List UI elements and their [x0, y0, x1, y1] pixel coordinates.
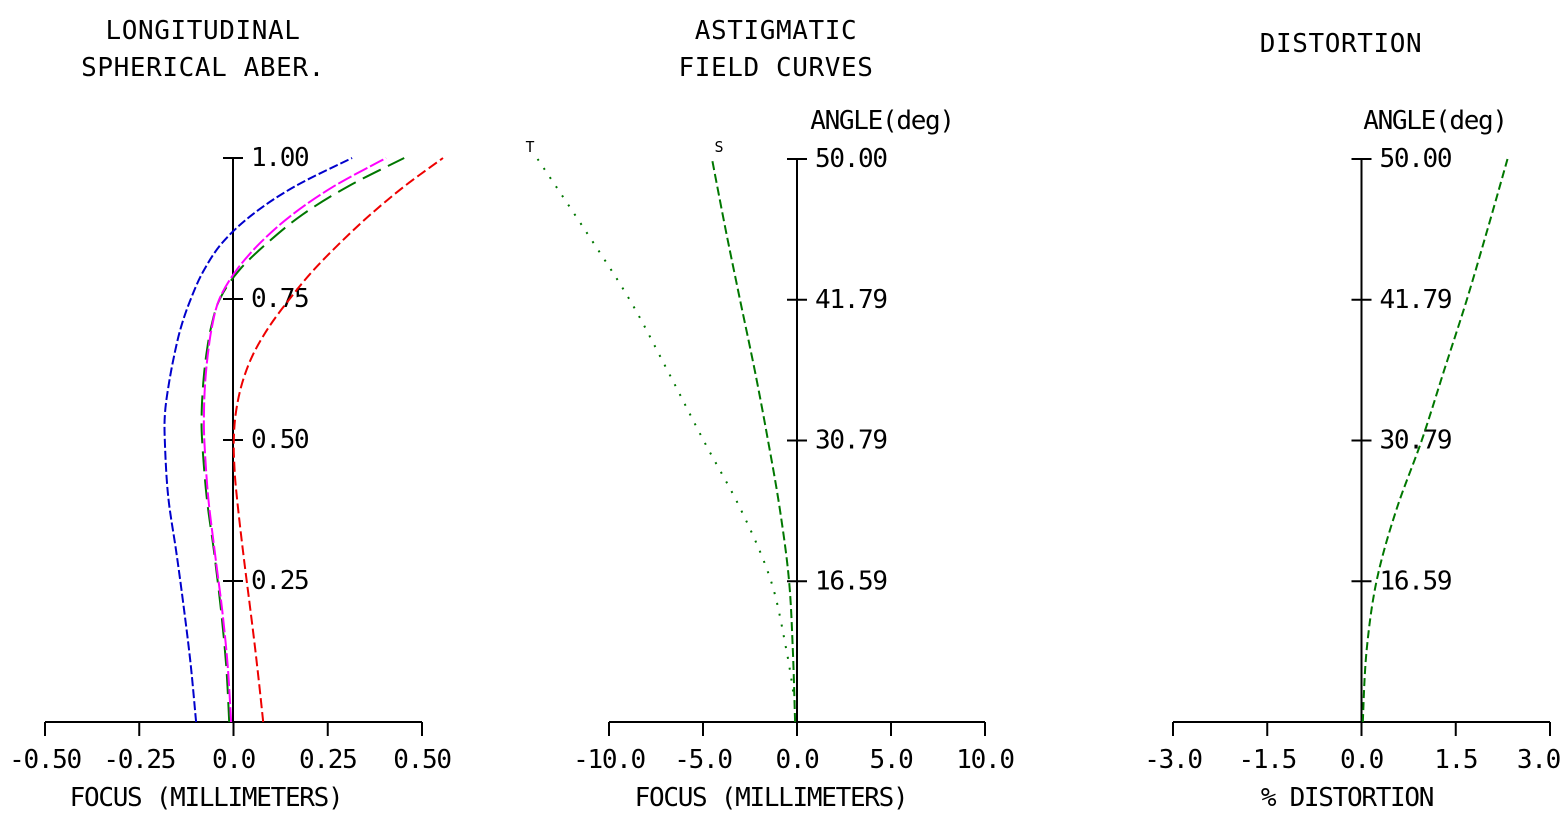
chart-title-line: SPHERICAL ABER.	[81, 53, 325, 83]
y-tick-label: 41.79	[1380, 285, 1452, 315]
longitudinal-spherical-aberration-chart: -0.50 -0.25 0.0 0.25 0.50 1.00 0.75 0.50 0.25 LON…	[9, 16, 452, 813]
x-axis-title: FOCUS (MILLIMETERS)	[635, 783, 908, 813]
y-tick-label: 30.79	[815, 426, 887, 456]
chart-title-line: ASTIGMATIC	[695, 16, 858, 46]
x-tick-label: -0.50	[9, 745, 81, 775]
x-tick-label: 5.0	[869, 745, 912, 775]
chart-title-line: FIELD CURVES	[678, 53, 873, 83]
y-tick-label: 1.00	[251, 143, 308, 173]
series-blue-wavelength-curve	[163, 157, 353, 723]
x-tick-label: -3.0	[1144, 745, 1201, 775]
x-tick-label: 0.25	[299, 745, 356, 775]
x-tick-label: -0.25	[103, 745, 175, 775]
series-magenta-wavelength-curve	[202, 157, 387, 723]
x-tick-label: 1.5	[1434, 745, 1477, 775]
astigmatic-field-curves-chart: -10.0 -5.0 0.0 5.0 10.0 50.00 41.79 30.79 16.59 A…	[525, 16, 1015, 813]
x-tick-label: 0.50	[393, 745, 450, 775]
t-curve-label: T	[525, 138, 534, 156]
y-tick-label: 0.25	[251, 566, 308, 596]
y-tick-label: 16.59	[815, 566, 887, 596]
y-axis-title: ANGLE(deg)	[1363, 106, 1507, 136]
y-tick-label: 41.79	[815, 285, 887, 315]
x-axis-title: % DISTORTION	[1261, 783, 1433, 813]
distortion-chart: -3.0 -1.5 0.0 1.5 3.0 50.00 41.79 30.79 16.59 DIS…	[1144, 29, 1561, 813]
x-tick-label: -10.0	[573, 745, 645, 775]
series-tangential-T-curve	[536, 158, 796, 703]
series-distortion-curve	[1361, 158, 1509, 723]
series-green-wavelength-curve	[200, 157, 405, 723]
x-tick-label: 0.0	[1340, 745, 1383, 775]
s-curve-label: S	[714, 138, 723, 156]
series-sagittal-S-curve	[711, 158, 797, 723]
x-tick-label: 0.0	[212, 745, 255, 775]
x-tick-label: 3.0	[1517, 745, 1560, 775]
y-tick-label: 0.50	[251, 425, 308, 455]
y-tick-label: 0.75	[251, 284, 308, 314]
y-tick-label: 50.00	[1380, 144, 1452, 174]
x-tick-label: 0.0	[775, 745, 818, 775]
x-tick-label: -1.5	[1239, 745, 1296, 775]
series-red-wavelength-curve	[232, 157, 444, 723]
chart-title-line: DISTORTION	[1260, 29, 1423, 59]
y-tick-label: 30.79	[1380, 426, 1452, 456]
y-axis-title: ANGLE(deg)	[810, 106, 954, 136]
x-tick-label: -5.0	[674, 745, 731, 775]
y-tick-label: 16.59	[1380, 566, 1452, 596]
chart-title-line: LONGITUDINAL	[105, 16, 300, 46]
y-tick-label: 50.00	[815, 144, 887, 174]
x-axis-title: FOCUS (MILLIMETERS)	[70, 783, 343, 813]
x-tick-label: 10.0	[956, 745, 1013, 775]
